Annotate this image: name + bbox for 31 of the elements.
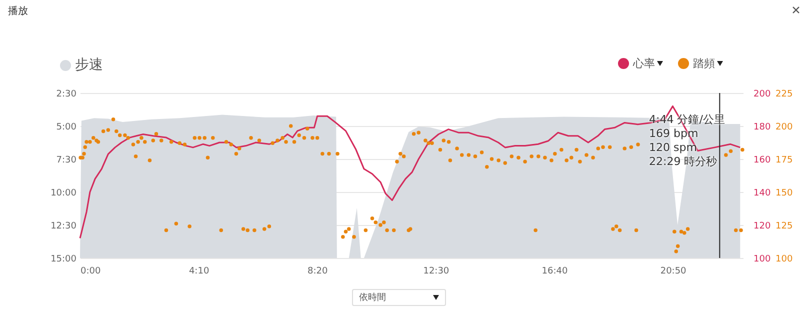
x-tick-label: 12:30 bbox=[423, 266, 450, 276]
y3-tick-label: 225 bbox=[776, 90, 793, 100]
y3-tick-label: 200 bbox=[776, 122, 793, 132]
y3-tick-label: 150 bbox=[776, 188, 793, 198]
y-tick-label: 7:30 bbox=[56, 156, 77, 166]
y3-tick-label: 175 bbox=[776, 156, 793, 166]
chart-title: 播放 bbox=[8, 4, 28, 18]
y2-tick-label: 180 bbox=[754, 122, 771, 132]
x-tick-label: 8:20 bbox=[308, 266, 328, 276]
legend-label: 心率 bbox=[633, 56, 655, 71]
text: 依時間 bbox=[359, 292, 386, 304]
legend-label: 步速 bbox=[75, 56, 103, 74]
y-tick-label: 15:00 bbox=[50, 254, 77, 264]
y2-tick-label: 120 bbox=[754, 222, 771, 232]
y2-tick-label: 100 bbox=[754, 254, 771, 264]
y3-tick-label: 125 bbox=[776, 222, 793, 232]
y-tick-label: 2:30 bbox=[56, 90, 77, 100]
x-tick-label: 0:00 bbox=[80, 266, 101, 276]
x-tick-label: 4:10 bbox=[188, 266, 210, 276]
annotation: 120 spm bbox=[649, 141, 698, 155]
annotation: 22:29 時分秒 bbox=[649, 155, 718, 169]
legend-label: 踏頻 bbox=[693, 56, 715, 71]
x-tick-label: 20:50 bbox=[660, 266, 687, 276]
y2-tick-label: 140 bbox=[754, 188, 771, 198]
y-tick-label: 10:00 bbox=[50, 188, 77, 198]
y-tick-label: 12:30 bbox=[50, 222, 77, 232]
x-tick-label: 16:40 bbox=[542, 266, 568, 276]
y3-tick-label: 100 bbox=[776, 254, 793, 264]
y2-tick-label: 200 bbox=[754, 90, 771, 100]
y-tick-label: 5:00 bbox=[56, 122, 77, 132]
y2-tick-label: 160 bbox=[754, 156, 771, 166]
